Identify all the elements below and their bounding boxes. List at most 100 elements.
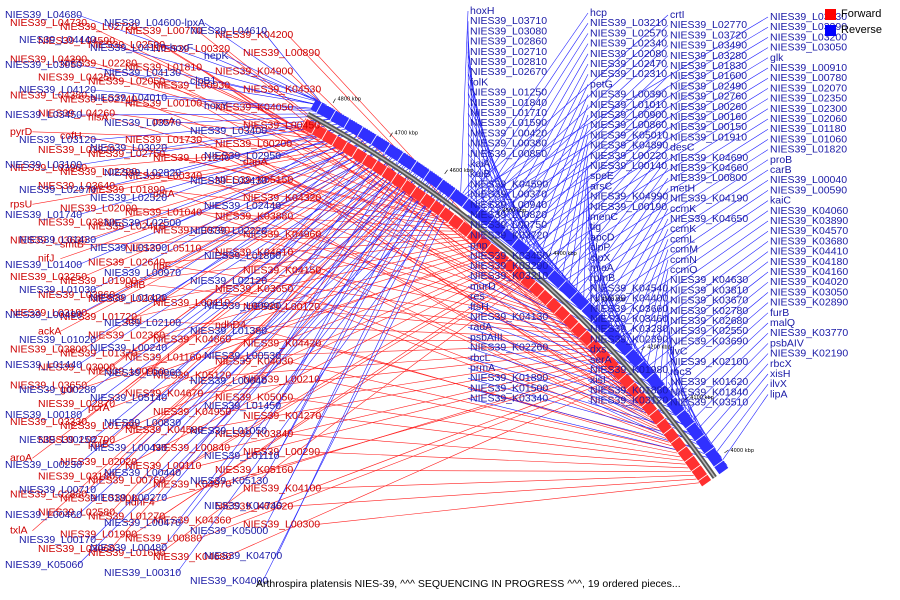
forward-label-line <box>197 364 604 467</box>
reverse-label-line <box>705 363 769 436</box>
forward-gene-gap <box>419 192 427 203</box>
reverse-feature-label: NIES39_L03120 <box>19 134 96 146</box>
reverse-feature-label: NIES39_L00170 <box>19 534 96 546</box>
forward-feature-label: ndhF4 <box>125 496 155 508</box>
reverse-feature-label: NIES39_K03210 <box>470 270 548 282</box>
reverse-label-line <box>667 382 716 450</box>
forward-label-line <box>175 193 556 316</box>
forward-label-line <box>287 361 675 450</box>
forward-gene-gap <box>690 464 702 473</box>
reverse-label-line <box>467 286 658 376</box>
forward-feature-label: NIES39_L01990 <box>60 529 137 541</box>
reverse-feature-label: NIES39_L00430 <box>90 442 167 454</box>
forward-label-line <box>315 451 689 469</box>
forward-label-line <box>197 103 539 300</box>
reverse-feature-label: NIES39_L01060 <box>770 133 847 145</box>
reverse-feature-label: arsC <box>590 180 613 192</box>
reverse-label-line <box>524 94 589 244</box>
reverse-feature-label: NIES39_L01110 <box>204 450 280 462</box>
reverse-feature-label: NIES39_L02810 <box>470 56 547 68</box>
reverse-gene-gap <box>624 348 634 357</box>
reverse-gene-gap <box>435 178 444 190</box>
reverse-gene-gap <box>356 126 364 137</box>
forward-gene-gap <box>300 118 308 129</box>
forward-label-line <box>287 143 641 407</box>
forward-feature-label: NIES39_K04030 <box>215 355 293 367</box>
forward-label-line <box>160 81 429 210</box>
forward-gene-gap <box>456 220 465 231</box>
reverse-label-line <box>541 116 669 259</box>
forward-feature-label: ackA <box>38 325 61 337</box>
reverse-feature-label: NIES39_L00490 <box>5 309 82 321</box>
forward-gene-gap <box>519 273 528 283</box>
reverse-label-line <box>587 298 666 385</box>
forward-feature-label: NIES39_L00890 <box>243 47 320 59</box>
reverse-feature-label: NIES39_L00750 <box>470 219 547 231</box>
forward-feature-label: NIES39_L01720 <box>60 311 137 323</box>
reverse-feature-label: NIES39_L01740 <box>5 209 82 221</box>
axis-tick-label: 4500 kbp <box>503 208 527 214</box>
reverse-feature-label: NIES39_K02890 <box>770 297 848 309</box>
forward-feature-label: NIES39_K05050 <box>215 392 293 404</box>
forward-feature-label: NIES39_L02880 <box>10 488 87 500</box>
reverse-feature-label: serA <box>590 354 612 366</box>
reverse-feature-label: psbAIII <box>470 331 503 343</box>
reverse-label-line <box>661 292 769 382</box>
forward-feature-label: smtB <box>60 239 84 251</box>
forward-gene-gap <box>610 363 620 373</box>
forward-feature-label: NIES39_L00210 <box>243 374 320 386</box>
reverse-label-line <box>262 190 459 582</box>
reverse-feature-label: NIES39_L02860 <box>470 36 547 48</box>
forward-label-line <box>110 259 495 409</box>
reverse-feature-label: NIES39_L00800 <box>670 172 747 184</box>
forward-feature-label: NIES39_K03650 <box>215 283 293 295</box>
reverse-feature-label: NIES39_L02570 <box>590 27 667 39</box>
forward-feature-label: NIES39_L04590 <box>38 35 115 47</box>
reverse-feature-label: petG <box>590 78 613 90</box>
forward-gene-gap <box>310 123 318 135</box>
legend-swatch-forward <box>825 8 837 20</box>
forward-feature-label: NIES39_K04580 <box>125 424 203 436</box>
reverse-label-line <box>587 179 769 301</box>
forward-label-line <box>132 239 469 282</box>
reverse-gene-gap <box>634 360 645 369</box>
reverse-gene-gap <box>694 434 705 442</box>
reverse-gene-gap <box>713 459 724 468</box>
forward-label-line <box>315 482 700 525</box>
forward-feature-label: NIES39_L03650 <box>10 380 87 392</box>
forward-feature-label: NIES39_L03960 <box>10 162 87 174</box>
reverse-gene-gap <box>461 197 470 208</box>
reverse-feature-label: NIES39_L00820 <box>470 209 547 221</box>
reverse-feature-label: NIES39_L00180 <box>5 409 82 421</box>
reverse-label-line <box>543 118 769 260</box>
forward-label-line <box>147 284 572 332</box>
reverse-feature-label: furB <box>770 307 789 319</box>
reverse-label-line <box>77 113 343 116</box>
reverse-feature-label: res <box>470 291 485 303</box>
reverse-feature-label: ccmK <box>670 203 696 215</box>
reverse-feature-label: NIES39_L05140 <box>90 392 167 404</box>
reverse-feature-label: NIES39_K02390 <box>590 333 668 345</box>
sequence-axis: 4800 kbp 4700 kbp 4600 kbp 4500 kbp 4400 kbp… <box>306 97 754 479</box>
reverse-feature-label: NIES39_L00640 <box>190 375 267 387</box>
reverse-feature-label: NIES39_L01830 <box>670 60 747 72</box>
reverse-label-line <box>276 143 392 307</box>
forward-gene-gap <box>483 242 493 253</box>
forward-label-line <box>315 415 683 461</box>
forward-feature-label: NIES39_K03880 <box>215 210 293 222</box>
forward-feature-label: NIES39_K04860 <box>153 333 231 345</box>
reverse-feature-label: ccmN <box>670 254 697 266</box>
forward-feature-label: NIES39_L00100 <box>125 98 202 110</box>
axis-tick-label: 4100 kbp <box>690 395 714 401</box>
reverse-feature-label: hoxY <box>204 100 228 112</box>
reverse-feature-label: NIES39_L00850 <box>470 148 547 160</box>
reverse-feature-label: NIES39_L03210 <box>590 17 667 29</box>
forward-label-line <box>110 40 305 131</box>
forward-feature-label: NIES39_L04730 <box>10 17 87 29</box>
reverse-feature-label: NIES39_L02100 <box>104 317 181 329</box>
forward-gene-gap <box>438 206 446 217</box>
reverse-feature-label: NIES39_K01980 <box>590 364 668 376</box>
forward-feature-label: dapA <box>243 156 268 168</box>
reverse-label-line <box>467 184 590 303</box>
reverse-feature-label: miaA <box>590 262 614 274</box>
